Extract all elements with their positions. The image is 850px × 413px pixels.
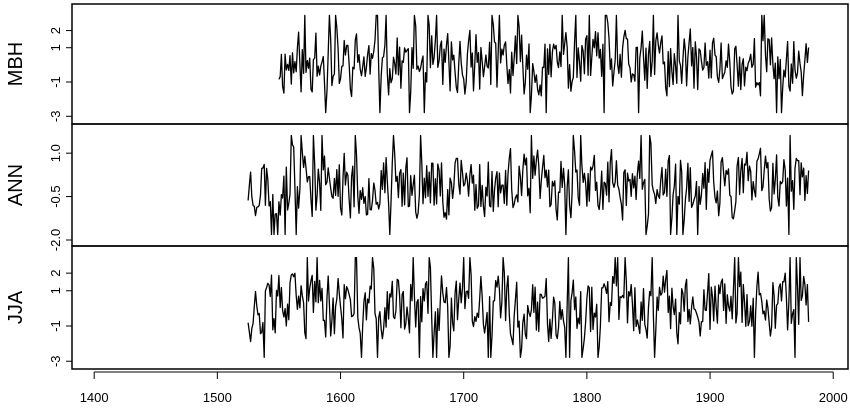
x-tick-label: 1600: [326, 390, 355, 405]
y-tick-label: 2: [48, 27, 63, 34]
y-tick-label: 1: [48, 287, 63, 294]
x-tick-label: 1400: [80, 390, 109, 405]
panel-frame: [71, 245, 849, 370]
series-line-jja: [247, 256, 810, 359]
chart-panels: 2 1 -1 -3 MBH 1.0 -0.5 -2.0 ANN 2 1 -1 -3 JJA: [5, 3, 849, 370]
series-line-ann: [247, 134, 810, 236]
y-tick-label: -3: [48, 111, 63, 123]
panel-jja: 2 1 -1 -3 JJA: [5, 245, 849, 370]
y-axis-label: JJA: [5, 290, 27, 324]
y-tick-label: -2.0: [48, 229, 63, 251]
y-tick-label: -3: [48, 355, 63, 367]
y-tick-label: 1.0: [48, 144, 63, 162]
x-tick-label: 2000: [819, 390, 848, 405]
y-axis-label: ANN: [5, 164, 27, 206]
y-tick-label: -1: [48, 76, 63, 88]
x-tick-label: 1800: [572, 390, 601, 405]
y-tick-label: 2: [48, 270, 63, 277]
y-tick-label: -0.5: [48, 185, 63, 207]
x-tick-label: 1900: [696, 390, 725, 405]
y-axis-label: MBH: [5, 42, 27, 86]
y-tick-label: -1: [48, 320, 63, 332]
series-line-mbh: [278, 14, 810, 114]
y-tick-label: 1: [48, 44, 63, 51]
panel-mbh: 2 1 -1 -3 MBH: [5, 3, 849, 125]
x-axis: 1400 1500 1600 1700 1800 1900 2000: [80, 371, 848, 405]
panel-frame: [71, 3, 849, 125]
x-tick-label: 1500: [203, 390, 232, 405]
panel-ann: 1.0 -0.5 -2.0 ANN: [5, 123, 849, 251]
x-tick-label: 1700: [449, 390, 478, 405]
